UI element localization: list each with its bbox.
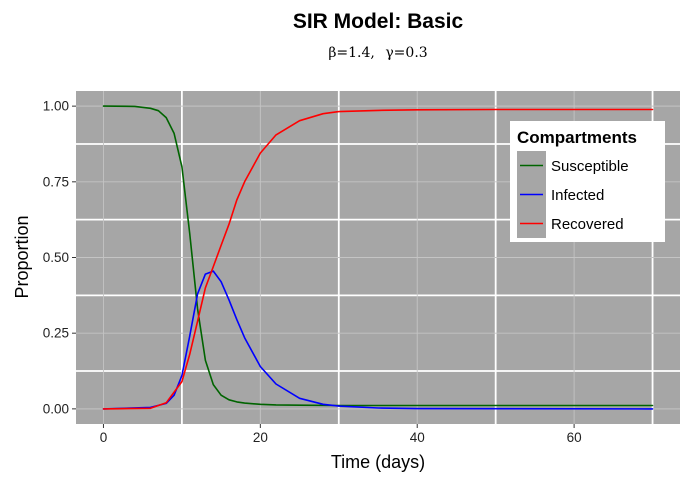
legend-label-recovered: Recovered — [551, 216, 624, 233]
chart-subtitle: β=1.4, γ=0.3 — [328, 45, 427, 61]
legend: Compartments Susceptible Infected Recovered — [510, 121, 665, 242]
y-tick-label: 0.00 — [43, 401, 69, 416]
y-tick-label: 1.00 — [43, 99, 69, 114]
y-tick-label: 0.75 — [43, 174, 69, 189]
legend-label-susceptible: Susceptible — [551, 158, 629, 175]
y-tick-label: 0.25 — [43, 326, 69, 341]
x-axis-label: Time (days) — [331, 452, 425, 472]
x-tick-label: 40 — [410, 430, 425, 445]
axes: 0 20 40 60 0.00 0.25 0.50 0.75 1.00 — [43, 99, 582, 445]
x-tick-label: 20 — [253, 430, 268, 445]
series-lines — [102, 105, 654, 410]
y-tick-label: 0.50 — [43, 250, 69, 265]
legend-title: Compartments — [517, 128, 637, 147]
subtitle-beta: β=1.4, — [328, 45, 375, 61]
y-axis-label: Proportion — [12, 215, 32, 298]
subtitle-gamma: γ=0.3 — [385, 45, 427, 61]
series-line-susceptible — [102, 105, 654, 407]
x-tick-label: 0 — [100, 430, 108, 445]
x-tick-label: 60 — [567, 430, 582, 445]
legend-label-infected: Infected — [551, 187, 604, 204]
chart-title: SIR Model: Basic — [293, 10, 464, 33]
series-line-recovered — [102, 108, 654, 410]
